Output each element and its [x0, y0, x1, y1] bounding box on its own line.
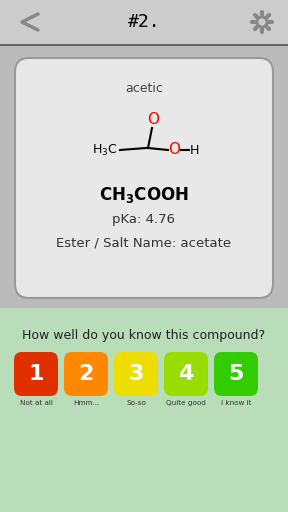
FancyBboxPatch shape — [14, 352, 58, 396]
Text: acetic: acetic — [125, 81, 163, 95]
Text: Ester / Salt Name: acetate: Ester / Salt Name: acetate — [56, 237, 232, 249]
Text: Quite good: Quite good — [166, 400, 206, 406]
Text: 1: 1 — [28, 364, 44, 384]
FancyBboxPatch shape — [64, 352, 108, 396]
Bar — [0, 0, 288, 45]
Text: 2: 2 — [78, 364, 94, 384]
Circle shape — [259, 19, 264, 25]
Text: So-so: So-so — [126, 400, 146, 406]
Text: How well do you know this compound?: How well do you know this compound? — [22, 329, 266, 342]
Text: I know it: I know it — [221, 400, 251, 406]
Text: 3: 3 — [128, 364, 144, 384]
FancyBboxPatch shape — [164, 352, 208, 396]
Text: 5: 5 — [228, 364, 244, 384]
Text: Hmm...: Hmm... — [73, 400, 99, 406]
Text: H$_3$C: H$_3$C — [92, 142, 118, 158]
Text: Not at all: Not at all — [20, 400, 52, 406]
FancyBboxPatch shape — [214, 352, 258, 396]
Bar — [0, 308, 288, 512]
Text: #2.: #2. — [128, 13, 160, 31]
Text: H: H — [189, 143, 199, 157]
Text: pKa: 4.76: pKa: 4.76 — [113, 214, 175, 226]
FancyBboxPatch shape — [114, 352, 158, 396]
Text: $\mathbf{CH_3COOH}$: $\mathbf{CH_3COOH}$ — [99, 185, 189, 205]
Text: O: O — [168, 142, 180, 158]
Text: O: O — [147, 113, 159, 127]
FancyBboxPatch shape — [15, 58, 273, 298]
Text: 4: 4 — [178, 364, 194, 384]
Bar — [0, 45, 288, 310]
